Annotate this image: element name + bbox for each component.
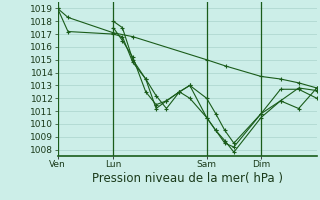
X-axis label: Pression niveau de la mer( hPa ): Pression niveau de la mer( hPa ) [92, 172, 283, 185]
